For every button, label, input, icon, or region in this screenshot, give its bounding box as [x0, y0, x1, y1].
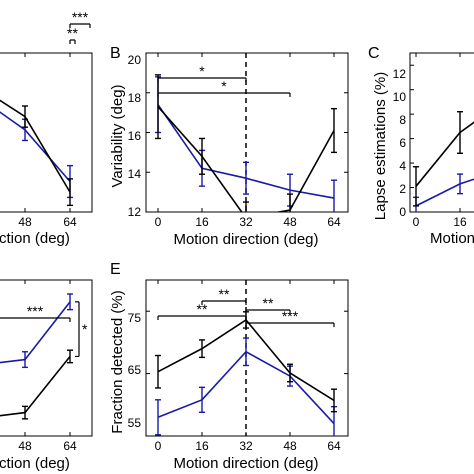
panel-e-ytick: 55: [128, 416, 142, 430]
panel-b-ytick: 20: [128, 53, 142, 67]
panel-c-plot: [409, 52, 474, 213]
panel-d-series-line: [0, 355, 71, 417]
panel-e-sig-stars: **: [263, 295, 274, 311]
panel-e-xtick: 16: [195, 439, 209, 453]
panel-c-axes-box: [409, 52, 474, 213]
panel-d-sig-vertical-star: *: [82, 321, 88, 337]
panel-e-xtick: 48: [283, 439, 297, 453]
panel-b-sig-stars: *: [199, 63, 205, 79]
panel-b-ytick: 12: [128, 205, 142, 219]
panel-a-xtick: 48: [18, 215, 32, 229]
panel-c-ylabel: Lapse estimations (%): [372, 72, 389, 220]
panel-b-plot: **: [145, 52, 349, 213]
panel-c-series-group: [413, 111, 474, 212]
panel-b-sig-stars: *: [221, 78, 227, 94]
panel-b-ylabel: Variability (deg): [109, 84, 126, 187]
panel-b-series-group: [155, 74, 337, 212]
panel-c-series-line: [415, 178, 474, 207]
panel-b-xlabel: Motion direction (deg): [173, 231, 318, 248]
panel-d-xlabel: ction (deg): [0, 455, 70, 472]
panel-b-ytick: 16: [128, 129, 142, 143]
panel-d-xtick: 48: [18, 439, 32, 453]
panel-e-sig-stars: **: [197, 301, 208, 317]
panel-b-ytick: 18: [128, 91, 142, 105]
panel-c-ytick: 8: [399, 113, 406, 127]
panel-c-xtick: 0: [413, 215, 420, 229]
panel-b-xtick: 16: [195, 215, 209, 229]
panel-b-xtick: 64: [327, 215, 341, 229]
panel-b: B ** 12 14 16 18 20 0 16 32 48 64 Motion…: [109, 45, 349, 248]
panel-c-ytick: 0: [399, 205, 406, 219]
panel-d-xtick: 64: [63, 439, 77, 453]
panel-c-xtick: 16: [453, 215, 467, 229]
panel-b-label: B: [110, 45, 121, 62]
panel-e-sig-stars: ***: [282, 308, 299, 324]
panel-c-xlabel: Motion: [430, 230, 474, 247]
panel-e-ylabel: Fraction detected (%): [109, 290, 126, 433]
panel-a-series-line: [0, 99, 71, 193]
panel-c-ytick: 6: [399, 136, 406, 150]
panel-a-axes-box: [0, 52, 93, 213]
panel-c-ytick: 4: [399, 159, 406, 173]
panel-e-label: E: [110, 261, 121, 278]
panel-a-xlabel: ction (deg): [0, 230, 70, 247]
panel-a-series-line: [0, 111, 71, 183]
panel-e-series-group: [155, 311, 337, 436]
panel-a-xtick: 64: [63, 215, 77, 229]
panel-a-sig-stars: **: [67, 25, 78, 41]
panel-b-ytick: 14: [128, 167, 142, 181]
panel-b-series-line: [157, 106, 335, 212]
panel-c-series-line: [415, 121, 474, 187]
panel-e-xlabel: Motion direction (deg): [173, 455, 318, 472]
panel-c-ytick: 12: [393, 67, 407, 81]
panel-e-plot: **** *****: [145, 279, 349, 437]
panel-b-xtick: 32: [239, 215, 253, 229]
panel-e: E **** ***** 55 65 75 0 16 32 48 64 Motio…: [109, 261, 349, 472]
panel-c-label: C: [368, 45, 380, 62]
panel-e-ytick: 65: [128, 363, 142, 377]
panel-c: C 0 2 4 6 8 10 12 0 16 Motion Lapse esti…: [368, 45, 474, 247]
panel-a-series-group: [0, 99, 73, 207]
panel-a: ***** 48 64 ction (deg): [0, 9, 93, 247]
panel-d-axes-box: [0, 279, 93, 437]
panel-d-plot: ****: [0, 279, 93, 437]
panel-e-xtick: 32: [239, 439, 253, 453]
panel-b-xtick: 0: [155, 215, 162, 229]
panel-c-ytick: 2: [399, 182, 406, 196]
panel-b-xtick: 48: [283, 215, 297, 229]
panel-a-plot: *****: [0, 9, 93, 213]
panel-e-xtick: 0: [155, 439, 162, 453]
panel-d-sig-stars: ***: [27, 303, 44, 319]
panel-e-sig-stars: **: [219, 286, 230, 302]
panel-c-ytick: 10: [393, 90, 407, 104]
panel-a-sig-stars: ***: [72, 9, 89, 25]
panel-e-xtick: 64: [327, 439, 341, 453]
panel-d-series-group: [0, 293, 73, 420]
panel-e-ytick: 75: [128, 311, 142, 325]
panel-d: **** 48 64 ction (deg): [0, 279, 93, 472]
panel-e-axes-box: [145, 279, 349, 437]
